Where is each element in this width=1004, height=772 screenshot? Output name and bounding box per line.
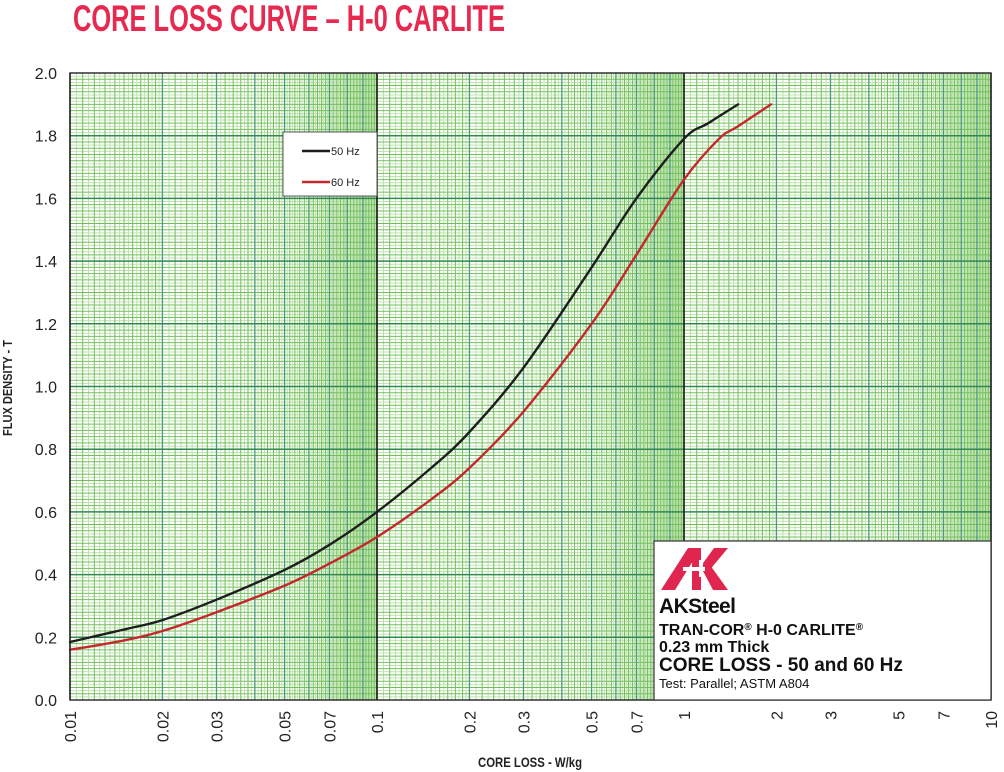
y-tick-label: 1.8 <box>35 129 57 146</box>
curve-60hz <box>68 103 773 651</box>
legend-label-60hz: 60 Hz <box>331 177 360 189</box>
brand-name: AKSteel <box>659 595 735 618</box>
x-tick-label: 7 <box>936 711 953 720</box>
core-loss-heading: CORE LOSS - 50 and 60 Hz <box>659 655 903 676</box>
y-axis-title: FLUX DENSITY - T <box>0 340 15 436</box>
y-tick-label: 1.0 <box>35 380 57 397</box>
thickness-label: 0.23 mm Thick <box>659 639 769 656</box>
x-tick-label: 0.02 <box>155 711 172 742</box>
legend-box <box>282 131 378 197</box>
chart-title: CORE LOSS CURVE – H-0 CARLITE <box>73 0 505 39</box>
x-tick-label: 10 <box>984 711 1001 729</box>
x-tick-label: 0.01 <box>63 711 80 742</box>
x-tick-label: 0.3 <box>516 711 533 733</box>
y-tick-label: 0.2 <box>35 630 57 647</box>
y-tick-label: 2.0 <box>35 66 57 83</box>
curve-50hz <box>68 103 740 644</box>
x-tick-label: 0.2 <box>462 711 479 733</box>
product-name: TRAN-COR® H-0 CARLITE® <box>659 622 864 639</box>
y-tick-label: 1.6 <box>35 191 57 208</box>
x-tick-label: 0.7 <box>629 711 646 733</box>
test-method-label: Test: Parallel; ASTM A804 <box>659 676 809 691</box>
x-tick-label: 0.05 <box>278 711 295 742</box>
y-tick-label: 1.4 <box>35 254 57 271</box>
x-tick-label: 0.07 <box>322 711 339 742</box>
y-tick-label: 0.8 <box>35 442 57 459</box>
ak-steel-logo-icon <box>661 548 728 590</box>
legend-item-50hz: 50 Hz <box>302 146 360 158</box>
legend-label-50hz: 50 Hz <box>331 146 360 158</box>
x-axis-title: CORE LOSS - W/kg <box>478 754 582 770</box>
y-tick-label: 0.6 <box>35 505 57 522</box>
x-axis-ticks: 0.01 0.02 0.03 0.05 0.07 0.1 0.2 0.3 0.5 0.7 1 2 3 5 7… <box>63 711 1001 742</box>
y-axis-ticks: 0.0 0.2 0.4 0.6 0.8 1.0 1.2 1.4 1.6 1.8 2.0 <box>35 66 57 710</box>
x-tick-label: 0.1 <box>370 711 387 733</box>
y-tick-label: 0.4 <box>35 568 57 585</box>
y-tick-label: 0.0 <box>35 693 57 710</box>
curves <box>68 103 773 651</box>
x-tick-label: 5 <box>892 711 909 720</box>
legend-item-60hz: 60 Hz <box>302 177 360 189</box>
legend: 50 Hz 60 Hz <box>282 131 378 197</box>
x-tick-label: 0.5 <box>585 711 602 733</box>
plot-border <box>69 72 992 701</box>
x-tick-label: 2 <box>769 711 786 720</box>
x-tick-label: 1 <box>677 711 694 720</box>
x-tick-label: 3 <box>823 711 840 720</box>
y-tick-label: 1.2 <box>35 317 57 334</box>
info-box: AKSteel TRAN-COR® H-0 CARLITE® 0.23 mm T… <box>653 540 992 701</box>
x-tick-label: 0.03 <box>209 711 226 742</box>
